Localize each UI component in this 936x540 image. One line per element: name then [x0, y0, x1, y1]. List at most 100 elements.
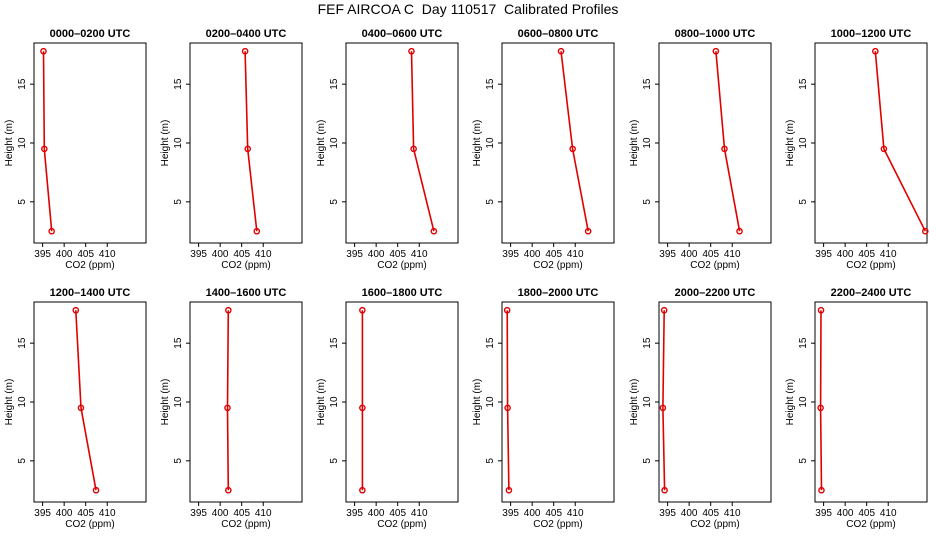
panel-title: 0600–0800 UTC	[518, 28, 599, 40]
x-tick-label: 410	[880, 249, 897, 260]
y-tick-label: 5	[173, 199, 184, 205]
y-tick-label: 15	[485, 78, 496, 90]
x-tick-label: 400	[212, 508, 229, 519]
y-tick-label: 10	[173, 396, 184, 408]
y-tick-label: 5	[798, 458, 809, 464]
x-tick-label: 405	[702, 249, 719, 260]
x-tick-label: 405	[389, 508, 406, 519]
y-tick-label: 10	[17, 137, 28, 149]
panel-title: 1200–1400 UTC	[50, 287, 131, 299]
co2-profile-line	[506, 310, 510, 491]
x-axis-label: CO2 (ppm)	[221, 519, 270, 530]
x-tick-label: 410	[411, 249, 428, 260]
x-tick-label: 400	[56, 508, 73, 519]
x-tick-label: 405	[858, 249, 875, 260]
x-axis-label: CO2 (ppm)	[846, 519, 895, 530]
plot-frame	[814, 42, 928, 244]
x-tick-label: 405	[233, 508, 250, 519]
panel-title: 0800–1000 UTC	[675, 28, 756, 40]
data-point	[77, 404, 85, 412]
x-axis-label: CO2 (ppm)	[846, 260, 895, 271]
plot-frame	[814, 301, 928, 503]
y-tick-label: 5	[485, 199, 496, 205]
x-tick-label: 410	[99, 508, 116, 519]
data-point	[659, 404, 667, 412]
data-point	[241, 47, 249, 55]
panel-title: 0000–0200 UTC	[50, 28, 131, 40]
y-axis-label: Height (m)	[785, 120, 796, 167]
co2-profile-line	[244, 51, 258, 232]
x-tick-label: 410	[255, 508, 272, 519]
x-tick-label: 400	[837, 249, 854, 260]
y-axis-label: Height (m)	[472, 120, 483, 167]
x-tick-label: 410	[567, 249, 584, 260]
y-tick-label: 10	[485, 137, 496, 149]
x-tick-label: 395	[346, 249, 363, 260]
x-tick-label: 410	[567, 508, 584, 519]
y-tick-label: 15	[173, 78, 184, 90]
data-point	[224, 404, 231, 412]
y-tick-label: 5	[642, 199, 653, 205]
y-tick-label: 15	[798, 337, 809, 349]
data-point	[359, 306, 366, 314]
x-axis-label: CO2 (ppm)	[533, 519, 582, 530]
x-tick-label: 410	[411, 508, 428, 519]
x-tick-label: 405	[233, 249, 250, 260]
data-point	[40, 47, 47, 55]
y-tick-label: 5	[798, 199, 809, 205]
x-tick-label: 395	[815, 508, 832, 519]
y-tick-label: 15	[17, 337, 28, 349]
data-point	[48, 227, 55, 235]
x-tick-label: 400	[837, 508, 854, 519]
y-tick-label: 10	[798, 396, 809, 408]
y-tick-label: 10	[485, 396, 496, 408]
panel-title: 0400–0600 UTC	[362, 28, 443, 40]
data-point	[408, 47, 415, 55]
plot-frame	[658, 301, 772, 503]
x-tick-label: 405	[545, 249, 562, 260]
data-point	[584, 227, 592, 235]
data-point	[72, 306, 80, 314]
data-point	[817, 306, 825, 314]
y-tick-label: 10	[329, 396, 340, 408]
y-tick-label: 10	[798, 137, 809, 149]
co2-profile-line	[410, 51, 435, 232]
y-tick-label: 5	[329, 458, 340, 464]
co2-profile-line	[874, 51, 927, 232]
y-tick-label: 10	[642, 396, 653, 408]
data-point	[253, 227, 261, 235]
data-point	[244, 145, 252, 153]
data-point	[504, 404, 511, 412]
panel-title: 1800–2000 UTC	[518, 287, 599, 299]
y-axis-label: Height (m)	[472, 379, 483, 426]
x-tick-label: 400	[56, 249, 73, 260]
data-point	[661, 486, 668, 494]
x-axis-label: CO2 (ppm)	[65, 519, 114, 530]
x-tick-label: 395	[502, 249, 519, 260]
x-tick-label: 395	[190, 508, 207, 519]
x-tick-label: 405	[77, 508, 94, 519]
y-tick-label: 5	[17, 199, 28, 205]
x-tick-label: 405	[545, 508, 562, 519]
plot-frame	[501, 301, 615, 503]
co2-profile-line	[560, 51, 589, 232]
x-tick-label: 405	[858, 508, 875, 519]
data-point	[660, 306, 668, 314]
y-tick-label: 5	[173, 458, 184, 464]
data-point	[736, 227, 743, 235]
x-tick-label: 400	[212, 249, 229, 260]
y-tick-label: 15	[329, 78, 340, 90]
co2-profile-line	[42, 51, 53, 232]
panel-title: 0200–0400 UTC	[206, 28, 287, 40]
data-point	[503, 306, 511, 314]
panel-title: 1000–1200 UTC	[831, 28, 912, 40]
x-tick-label: 410	[724, 249, 741, 260]
data-point	[880, 145, 888, 153]
x-tick-label: 400	[368, 249, 385, 260]
data-point	[721, 145, 728, 153]
data-point	[921, 227, 929, 235]
